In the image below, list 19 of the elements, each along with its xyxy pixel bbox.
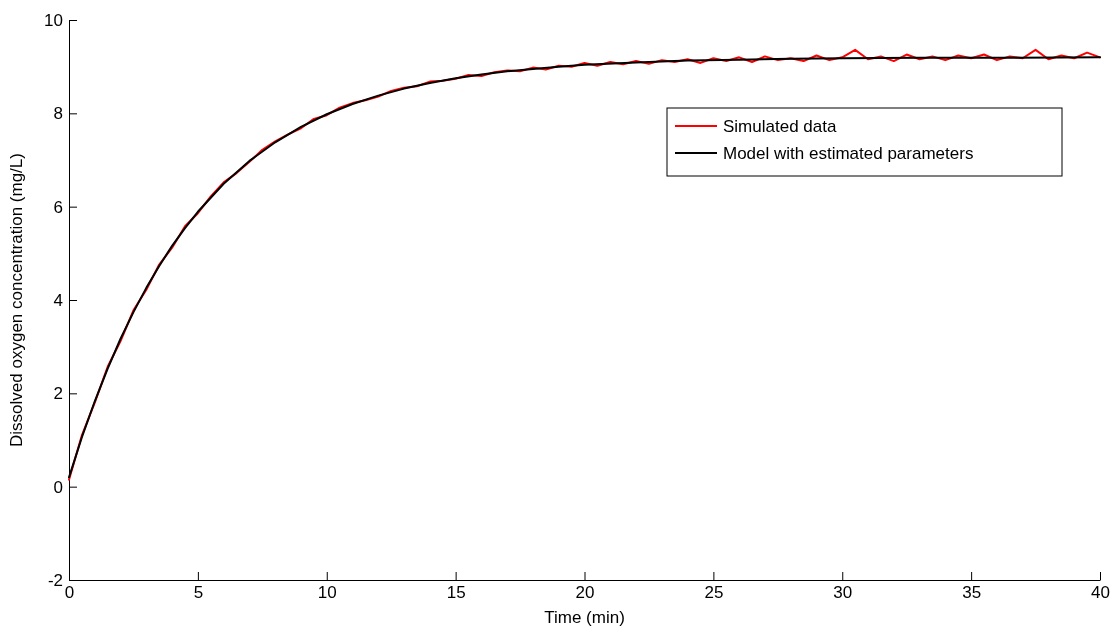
x-tick-label: 35 xyxy=(962,583,982,603)
y-tick-label: 10 xyxy=(44,10,63,30)
y-tick-label: 2 xyxy=(53,384,63,404)
legend-label: Model with estimated parameters xyxy=(723,144,974,163)
x-tick-label: 20 xyxy=(575,583,595,603)
y-tick-label: 8 xyxy=(53,104,63,124)
y-tick-label: 0 xyxy=(53,477,63,497)
x-tick-label: 30 xyxy=(833,583,853,603)
y-axis-title: Dissolved oxygen concentration (mg/L) xyxy=(7,153,26,447)
x-tick-label: 5 xyxy=(193,583,204,603)
y-tick-label: -2 xyxy=(47,570,63,590)
x-tick-label: 25 xyxy=(704,583,724,603)
x-tick-label: 10 xyxy=(317,583,337,603)
x-axis-title: Time (min) xyxy=(544,608,625,627)
x-tick-label: 40 xyxy=(1091,583,1110,603)
legend-label: Simulated data xyxy=(723,117,837,136)
x-tick-label: 15 xyxy=(446,583,466,603)
y-tick-label: 4 xyxy=(53,290,63,310)
y-tick-label: 6 xyxy=(53,197,63,217)
